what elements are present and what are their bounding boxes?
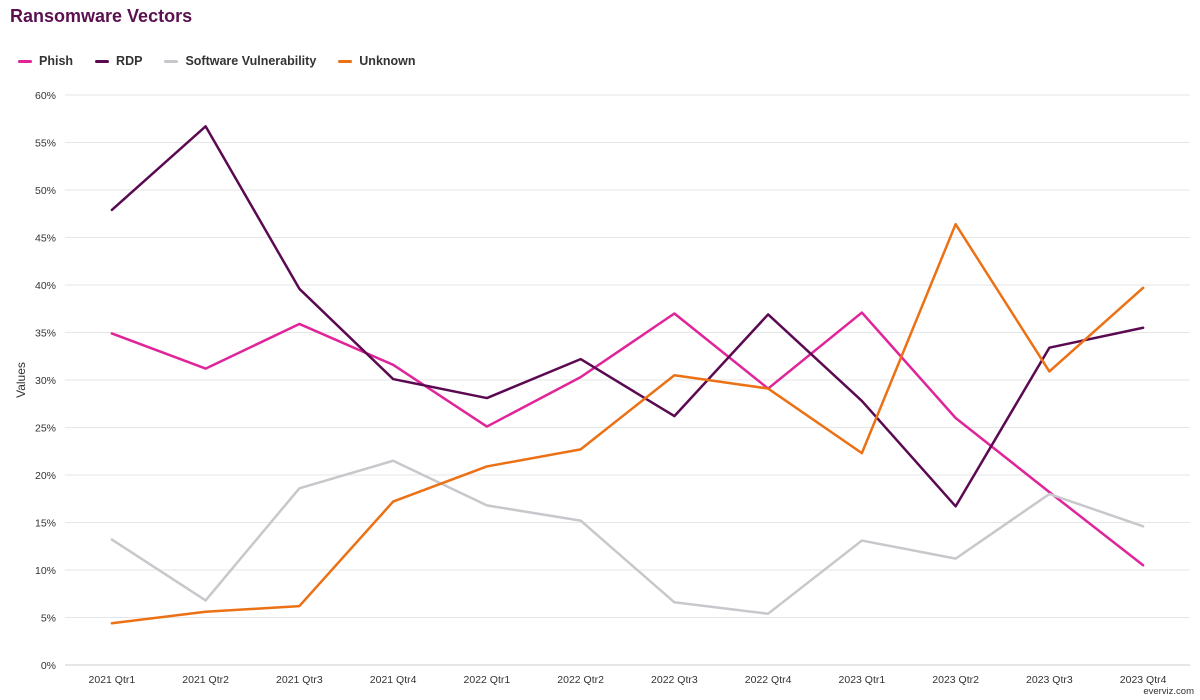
x-tick-label: 2023 Qtr4 xyxy=(1120,674,1167,686)
legend-label: Unknown xyxy=(359,54,416,68)
legend-item-software-vulnerability[interactable]: Software Vulnerability xyxy=(164,54,316,68)
x-tick-label: 2021 Qtr1 xyxy=(89,674,136,686)
x-tick-label: 2021 Qtr3 xyxy=(276,674,323,686)
chart-title: Ransomware Vectors xyxy=(10,6,193,26)
chart-legend: Phish RDP Software Vulnerability Unknown xyxy=(18,52,416,70)
y-tick-label: 25% xyxy=(35,423,56,435)
legend-swatch xyxy=(338,59,353,63)
x-tick-label: 2023 Qtr2 xyxy=(932,674,979,686)
y-tick-label: 20% xyxy=(35,470,56,482)
legend-label: Software Vulnerability xyxy=(185,54,317,68)
x-tick-label: 2022 Qtr3 xyxy=(651,674,698,686)
x-tick-label: 2021 Qtr2 xyxy=(182,674,229,686)
x-axis-ticks: 2021 Qtr1 2021 Qtr2 2021 Qtr3 2021 Qtr4 2022… xyxy=(89,674,1167,686)
y-tick-label: 0% xyxy=(41,660,56,672)
x-tick-label: 2022 Qtr4 xyxy=(745,674,792,686)
x-tick-label: 2022 Qtr1 xyxy=(464,674,511,686)
y-tick-label: 45% xyxy=(35,233,56,245)
y-tick-label: 40% xyxy=(35,280,56,292)
series-lines xyxy=(110,125,1145,625)
series-line-unknown[interactable] xyxy=(110,222,1145,625)
legend-item-phish[interactable]: Phish xyxy=(18,54,73,68)
y-tick-label: 55% xyxy=(35,138,56,150)
y-tick-label: 50% xyxy=(35,185,56,197)
x-tick-label: 2022 Qtr2 xyxy=(557,674,604,686)
x-tick-label: 2023 Qtr3 xyxy=(1026,674,1073,686)
legend-swatch xyxy=(18,59,32,63)
y-axis-ticks: 0% 5% 10% 15% 20% 25% 30% 35% 40% 45% 50% 55% 60% xyxy=(35,90,56,672)
y-tick-label: 15% xyxy=(35,518,56,530)
legend-item-rdp[interactable]: RDP xyxy=(95,54,142,68)
legend-swatch xyxy=(164,59,179,63)
y-tick-label: 5% xyxy=(41,613,56,625)
grid-lines xyxy=(65,94,1190,666)
y-axis-title: Values xyxy=(14,362,28,398)
x-tick-label: 2021 Qtr4 xyxy=(370,674,417,686)
legend-label: Phish xyxy=(39,54,74,68)
series-line-rdp[interactable] xyxy=(110,125,1145,508)
x-tick-label: 2023 Qtr1 xyxy=(839,674,886,686)
y-tick-label: 30% xyxy=(35,375,56,387)
credit-label[interactable]: everviz.com xyxy=(1143,686,1194,697)
legend-item-unknown[interactable]: Unknown xyxy=(338,54,416,68)
legend-label: RDP xyxy=(116,54,143,68)
legend-swatch xyxy=(95,59,110,63)
series-line-software-vulnerability[interactable] xyxy=(110,459,1145,615)
y-tick-label: 60% xyxy=(35,90,56,102)
y-tick-label: 35% xyxy=(35,328,56,340)
y-tick-label: 10% xyxy=(35,565,56,577)
series-line-phish[interactable] xyxy=(110,311,1145,567)
